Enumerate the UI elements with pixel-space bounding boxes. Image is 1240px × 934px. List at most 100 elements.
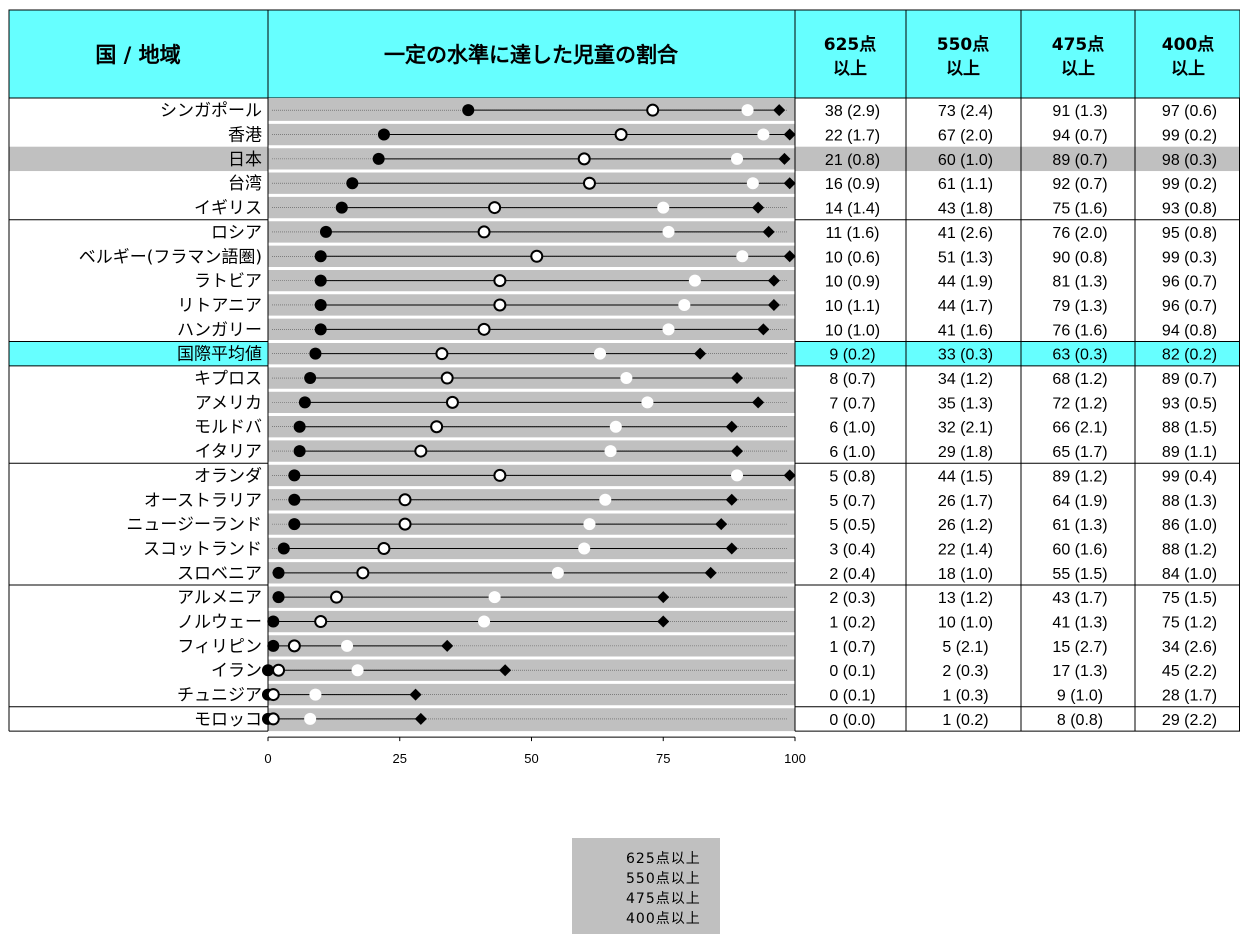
marker-550 [646,103,660,117]
table-cell: 1 (0.3) [942,688,988,705]
table-cell: 43 (1.8) [938,201,993,218]
table-cell: 96 (0.7) [1162,274,1217,291]
table-cell: 72 (1.2) [1052,395,1107,412]
table-cell: 89 (1.1) [1162,444,1217,461]
header-chart-title: 一定の水準に達した児童の割合 [384,43,679,67]
table-row: ノルウェー 1 (0.2) 10 (1.0) 41 (1.3) 75 (1.2) [177,607,1217,633]
table-cell: 89 (1.2) [1052,468,1107,485]
table-cell: 6 (1.0) [829,420,875,437]
marker-625 [462,104,475,117]
marker-625 [288,469,301,482]
marker-625 [372,152,385,165]
country-label: イギリス [194,199,262,219]
marker-400 [783,128,796,141]
table-row: アルメニア 2 (0.3) 13 (1.2) 43 (1.7) 75 (1.5) [177,583,1217,608]
marker-625 [314,323,327,336]
marker-400 [757,323,770,336]
table-body: シンガポール 38 (2.9) 73 (2.4) 91 (1.3) 97 (0.6)香港… [8,98,1240,732]
marker-400 [704,566,717,579]
table-cell: 1 (0.2) [829,615,875,632]
marker-625 [277,542,290,555]
table-cell: 26 (1.7) [938,493,993,510]
marker-625 [288,493,301,506]
marker-475 [736,250,749,263]
marker-475 [583,518,596,531]
marker-475 [609,420,622,433]
table-cell: 3 (0.4) [829,541,875,558]
marker-625 [267,615,280,628]
marker-550 [330,590,344,604]
marker-475 [309,688,322,701]
legend-item-550: 550点以上 [626,871,701,887]
marker-400 [783,469,796,482]
table-cell: 16 (0.9) [825,176,880,193]
marker-400 [499,664,512,677]
marker-550 [398,517,412,531]
marker-475 [678,298,691,311]
marker-475 [662,323,675,336]
row-highlight [795,341,1240,366]
table-row: シンガポール 38 (2.9) 73 (2.4) 91 (1.3) 97 (0.6) [160,101,1217,121]
country-label: イラン [211,661,262,681]
row-highlight [9,341,268,366]
country-label: ニュージーランド [126,515,262,535]
country-label: スロベニア [177,564,262,584]
marker-550 [314,615,328,629]
marker-475 [578,542,591,555]
table-cell: 1 (0.2) [942,712,988,729]
marker-550 [377,541,391,555]
marker-550 [577,152,591,166]
table-cell: 45 (2.2) [1162,663,1217,680]
legend-item-475: 475点以上 [626,891,701,907]
table-cell: 75 (1.6) [1052,201,1107,218]
table-cell: 99 (0.2) [1162,176,1217,193]
table-cell: 92 (0.7) [1052,176,1107,193]
table-cell: 65 (1.7) [1052,444,1107,461]
table-cell: 10 (1.0) [825,322,880,339]
marker-475 [757,128,770,141]
table-cell: 17 (1.3) [1052,663,1107,680]
table-cell: 5 (0.5) [829,517,875,534]
legend: 625点以上 550点以上 475点以上 400点以上 [572,838,720,934]
marker-400 [725,493,738,506]
table-cell: 44 (1.7) [938,298,993,315]
marker-400 [731,445,744,458]
country-label: シンガポール [160,101,262,121]
marker-550 [530,249,544,263]
marker-400 [414,712,427,725]
x-tick-label: 75 [656,751,670,766]
table-cell: 93 (0.5) [1162,395,1217,412]
table-cell: 6 (1.0) [829,444,875,461]
table-cell: 5 (0.7) [829,493,875,510]
country-label: オーストラリア [144,491,262,511]
table-row: オーストラリア 5 (0.7) 26 (1.7) 64 (1.9) 88 (1.3) [144,486,1217,511]
marker-625 [314,298,327,311]
marker-625 [272,591,285,604]
table-cell: 99 (0.4) [1162,468,1217,485]
table-cell: 11 (1.6) [826,225,880,242]
marker-550 [266,712,280,726]
table-cell: 2 (0.3) [829,590,875,607]
marker-475 [688,274,701,287]
table-row: キプロス 8 (0.7) 34 (1.2) 68 (1.2) 89 (0.7) [194,364,1217,389]
table-cell: 86 (1.0) [1162,517,1217,534]
table-cell: 88 (1.5) [1162,420,1217,437]
table-row: チュニジア 0 (0.1) 1 (0.3) 9 (1.0) 28 (1.7) [177,680,1217,706]
table-row: モロッコ 0 (0.0) 1 (0.2) 8 (0.8) 29 (2.2) [194,705,1217,730]
table-cell: 81 (1.3) [1052,274,1107,291]
x-axis: 0 25 50 75 100 [264,736,806,766]
country-label: キプロス [194,369,262,389]
country-label: オランダ [194,466,262,486]
marker-550 [435,347,449,361]
marker-550 [493,298,507,312]
table-cell: 96 (0.7) [1162,298,1217,315]
marker-475 [599,493,612,506]
table-cell: 99 (0.3) [1162,249,1217,266]
table-cell: 33 (0.3) [938,347,993,364]
table-cell: 14 (1.4) [825,201,880,218]
country-label: 国際平均値 [177,345,262,365]
table-row: 香港 22 (1.7) 67 (2.0) 94 (0.7) 99 (0.2) [228,120,1217,146]
marker-625 [293,420,306,433]
table-cell: 88 (1.2) [1162,541,1217,558]
marker-625 [288,518,301,531]
